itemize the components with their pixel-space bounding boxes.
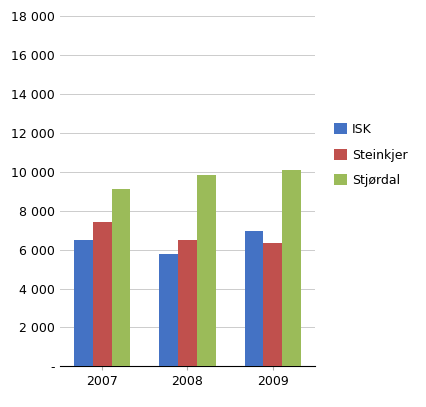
Bar xyxy=(178,240,197,366)
Bar xyxy=(282,170,301,366)
Bar xyxy=(197,175,216,366)
Bar xyxy=(74,240,93,366)
Legend: ISK, Steinkjer, Stjørdal: ISK, Steinkjer, Stjørdal xyxy=(332,120,410,190)
Bar xyxy=(245,231,263,366)
Bar xyxy=(159,254,178,366)
Bar xyxy=(263,243,282,366)
Bar xyxy=(112,189,130,366)
Bar xyxy=(93,222,112,366)
